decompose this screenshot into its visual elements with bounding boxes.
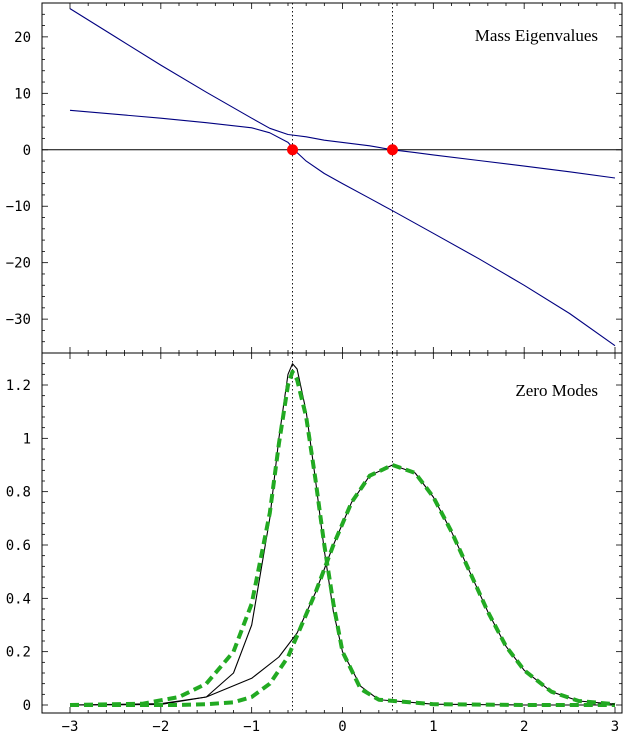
- y-tick-label: 0: [23, 143, 31, 159]
- reference-lines: [292, 353, 393, 713]
- y-tick-label: −10: [6, 199, 31, 215]
- y-tick-label: 0: [23, 698, 31, 714]
- y-tick-label: 0.2: [6, 645, 31, 661]
- zero-modes-panel: 1.2 1 0.8 0.6 0.4 0.2 0 −3 −2 −1 0 1 2 3 Zero Modes: [6, 352, 623, 735]
- x-tick-label: −3: [62, 719, 79, 735]
- y-tick-label: 10: [14, 86, 31, 102]
- series-line: [69, 464, 616, 706]
- series-line: [70, 463, 616, 707]
- data-point: [386, 144, 398, 156]
- x-axis: −3 −2 −1 0 1 2 3: [62, 719, 620, 735]
- series-line: [69, 369, 615, 707]
- series-group: [69, 363, 616, 707]
- series-group: [69, 8, 616, 347]
- y-tick-label: 1: [23, 431, 31, 447]
- y-tick-label: −20: [6, 256, 31, 272]
- markers: [287, 144, 398, 156]
- y-tick-label: 1.2: [6, 378, 31, 394]
- x-tick-label: −2: [152, 719, 169, 735]
- y-tick-label: 0.4: [6, 591, 31, 607]
- y-tick-label: 0.8: [6, 485, 31, 501]
- mass-eigenvalues-panel: 20 10 0 −10 −20 −30 Mass Eigenvalues: [6, 2, 623, 354]
- reference-lines: [42, 3, 622, 353]
- chart-title: Zero Modes: [515, 381, 598, 400]
- y-axis: 1.2 1 0.8 0.6 0.4 0.2 0: [6, 353, 622, 714]
- panel-frame: [41, 352, 623, 714]
- data-point: [287, 144, 299, 156]
- x-tick-label: 1: [429, 719, 437, 735]
- series-line: [69, 109, 616, 347]
- x-tick-label: 2: [520, 719, 528, 735]
- x-tick-label: 0: [338, 719, 346, 735]
- x-tick-label: 3: [611, 719, 619, 735]
- series-line: [69, 8, 616, 179]
- y-tick-label: 20: [14, 30, 31, 46]
- y-tick-label: 0.6: [6, 538, 31, 554]
- y-axis: 20 10 0 −10 −20 −30: [6, 3, 622, 353]
- x-tick-label: −1: [243, 719, 260, 735]
- y-tick-label: −30: [6, 312, 31, 328]
- chart-title: Mass Eigenvalues: [475, 26, 598, 45]
